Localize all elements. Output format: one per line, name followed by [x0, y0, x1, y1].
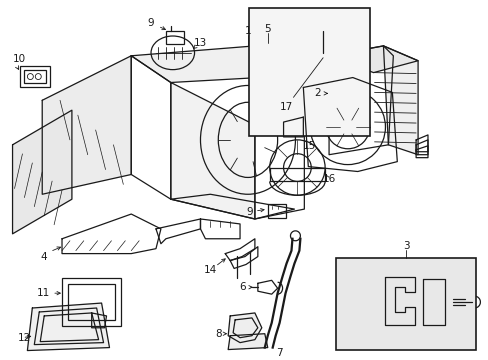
- Text: 2: 2: [313, 88, 320, 98]
- Bar: [335, 257, 475, 350]
- Polygon shape: [383, 46, 417, 155]
- Text: 17: 17: [279, 102, 293, 112]
- Bar: [267, 204, 285, 218]
- Polygon shape: [27, 303, 109, 351]
- Text: 4: 4: [41, 252, 47, 262]
- Text: 15: 15: [302, 141, 315, 151]
- Polygon shape: [328, 46, 417, 73]
- Bar: [24, 69, 46, 84]
- Text: 16: 16: [322, 175, 335, 184]
- Polygon shape: [228, 313, 261, 343]
- Text: 12: 12: [18, 333, 31, 343]
- Text: 1: 1: [244, 26, 251, 36]
- Text: 8: 8: [215, 329, 221, 339]
- Bar: [165, 31, 183, 44]
- Bar: [261, 43, 275, 65]
- Text: 6: 6: [239, 282, 246, 292]
- Bar: [68, 284, 115, 320]
- Text: 13: 13: [193, 38, 207, 48]
- Bar: [62, 278, 121, 326]
- Polygon shape: [228, 334, 267, 350]
- Text: 9: 9: [147, 18, 154, 28]
- Text: 11: 11: [37, 288, 50, 298]
- Text: 14: 14: [203, 265, 217, 275]
- Text: 10: 10: [13, 54, 26, 64]
- Bar: [248, 8, 369, 136]
- Polygon shape: [13, 110, 72, 234]
- Text: 5: 5: [264, 24, 270, 34]
- Bar: [20, 66, 50, 87]
- Polygon shape: [170, 82, 254, 219]
- Polygon shape: [131, 46, 294, 82]
- Text: 3: 3: [402, 241, 408, 251]
- Polygon shape: [42, 56, 131, 194]
- Text: 9: 9: [246, 207, 253, 217]
- Text: 7: 7: [276, 347, 283, 357]
